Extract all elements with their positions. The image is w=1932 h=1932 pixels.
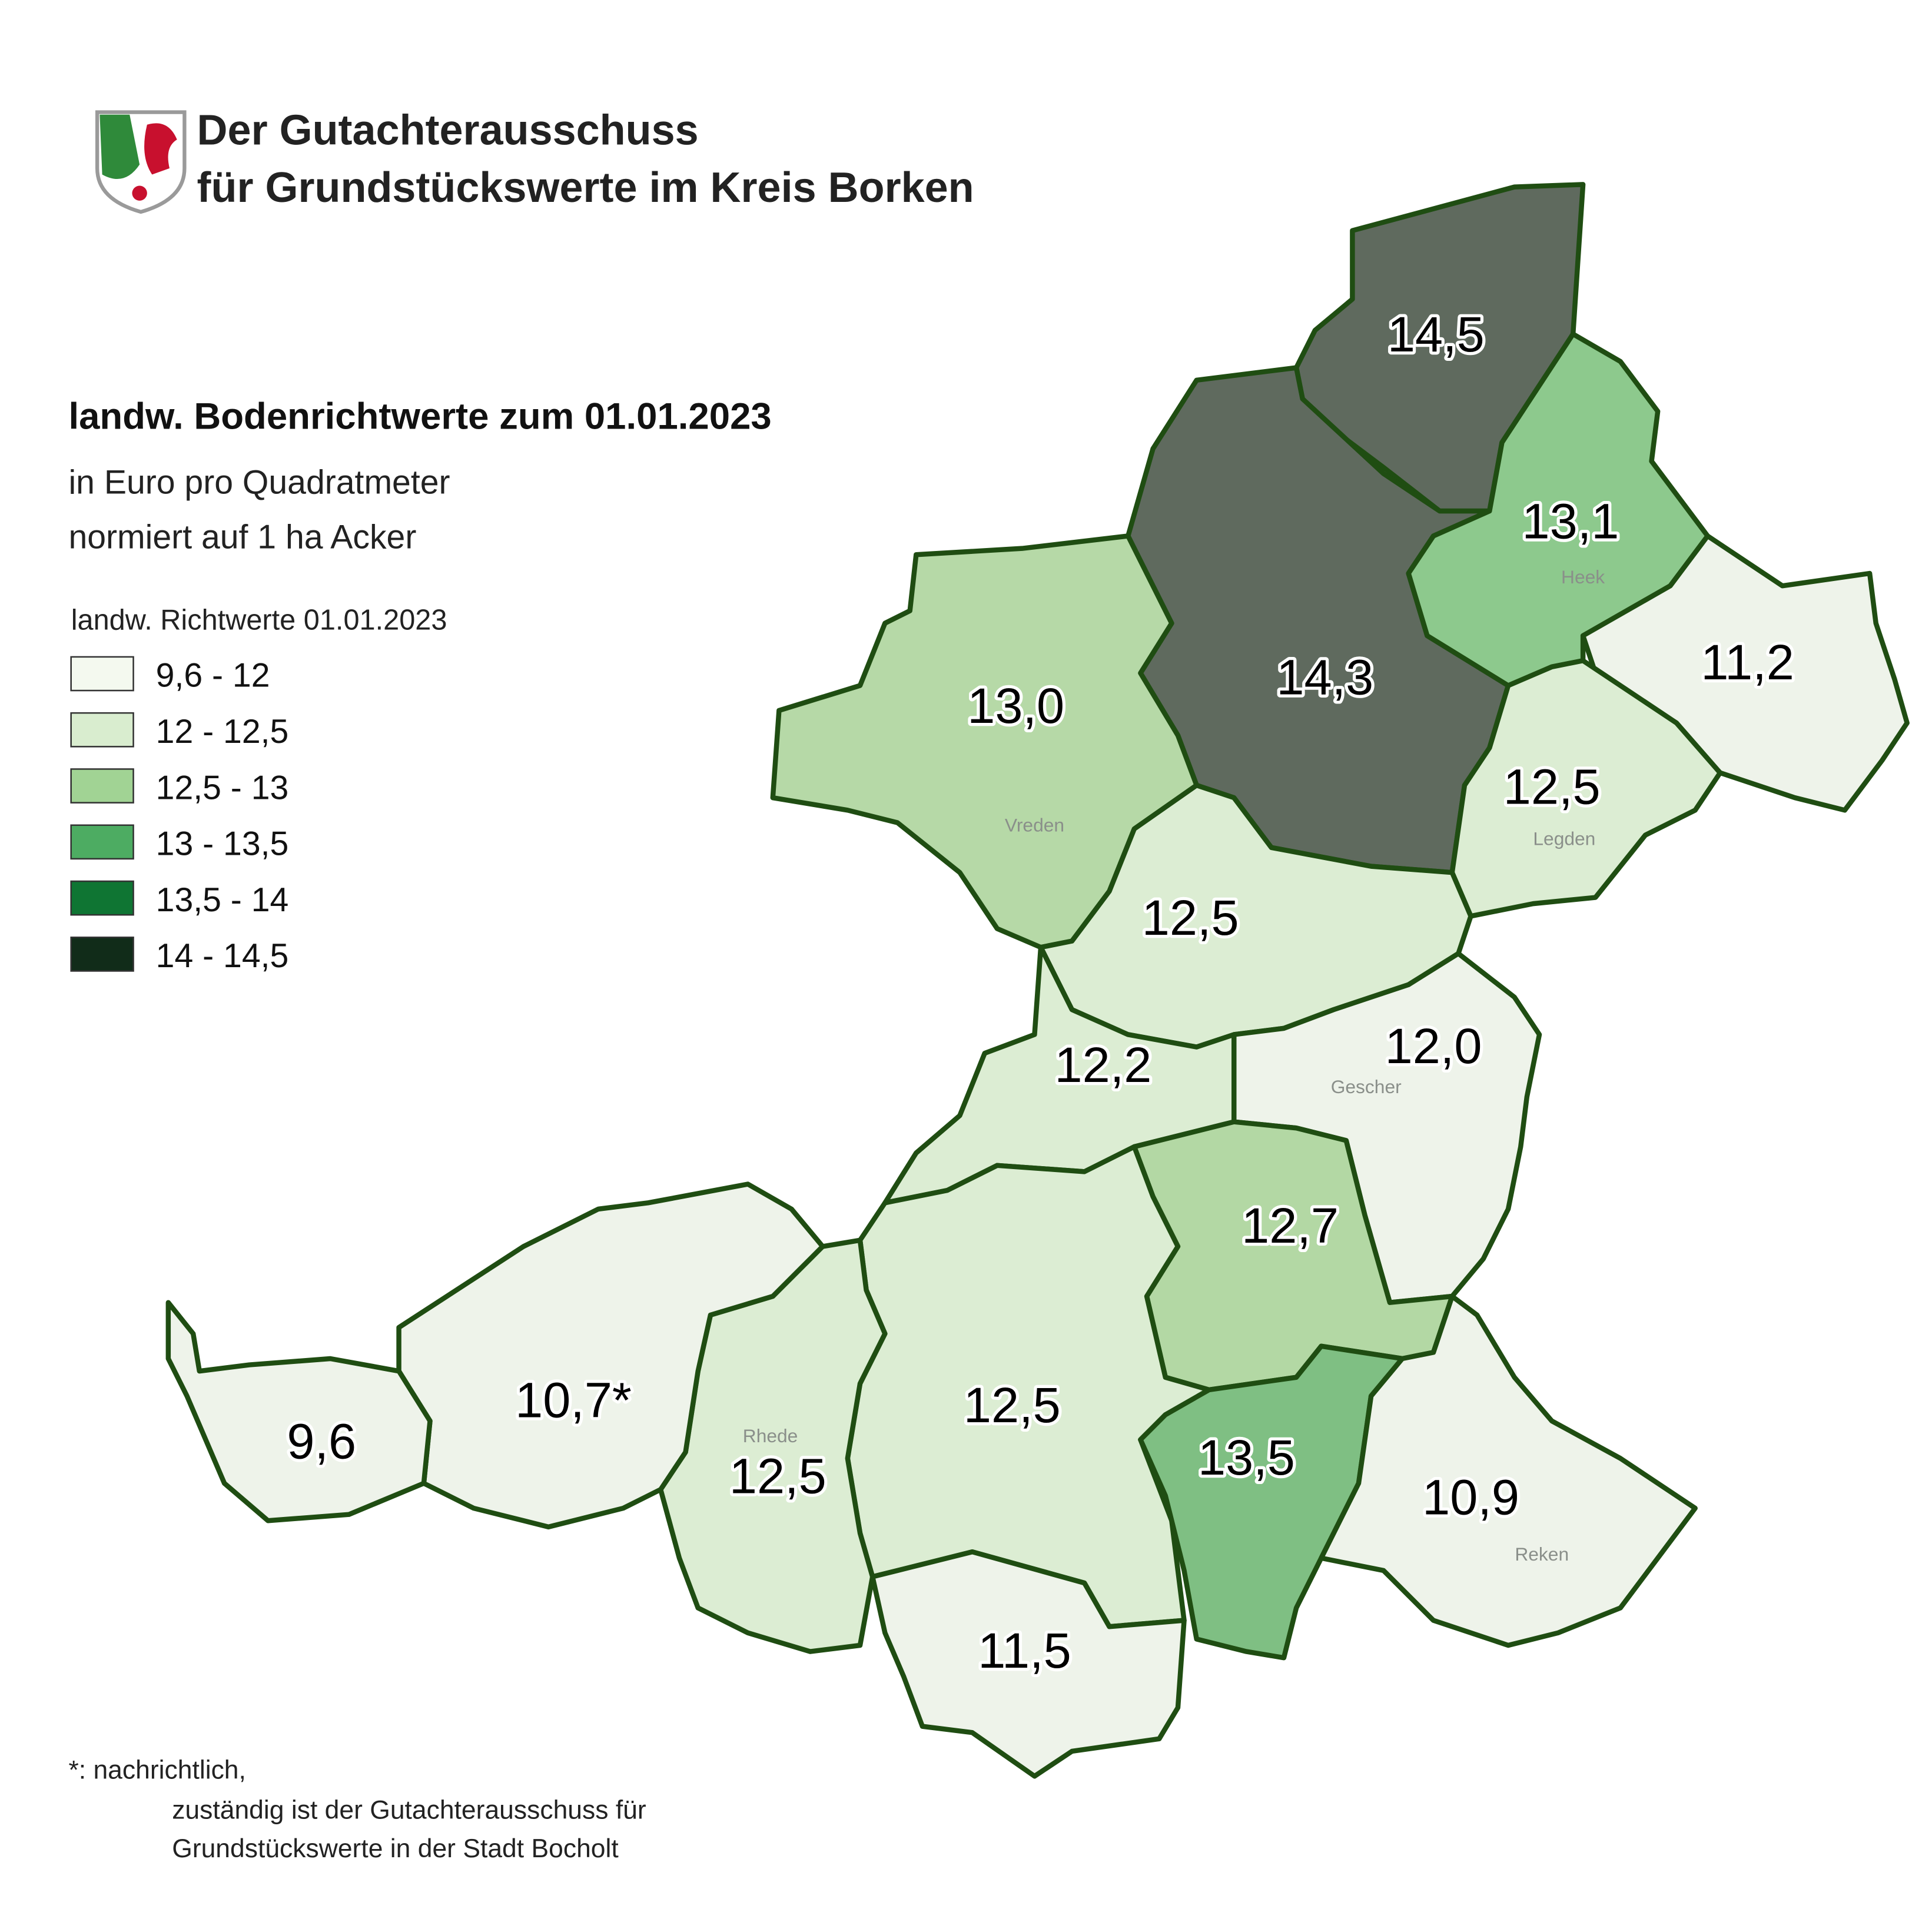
region: [1449, 658, 1723, 919]
legend-label: 12 - 12,5: [156, 713, 289, 751]
logo-green: [99, 114, 140, 180]
region-value: 12,5: [1503, 759, 1601, 815]
footnote: zuständig ist der Gutachterausschuss für: [172, 1795, 646, 1824]
legend-label: 13 - 13,5: [156, 825, 289, 863]
place-name: Gescher: [1331, 1076, 1402, 1097]
legend-title: landw. Richtwerte 01.01.2023: [71, 604, 447, 636]
regions: [165, 182, 1910, 1779]
region-value: 12,5: [1142, 889, 1239, 945]
region-value: 14,3: [1276, 649, 1373, 705]
legend-label: 12,5 - 13: [156, 769, 289, 806]
region: [1580, 533, 1910, 813]
logo: [95, 110, 187, 214]
legend-label: 13,5 - 14: [156, 881, 289, 919]
region-value: 10,7*: [515, 1372, 632, 1428]
region-value: 13,5: [1198, 1429, 1295, 1485]
legend-swatch: [70, 880, 134, 916]
region-value: 11,5: [978, 1622, 1071, 1678]
header-line: Der Gutachterausschuss: [197, 107, 699, 154]
logo-rose: [132, 185, 147, 201]
legend-swatch: [70, 937, 134, 972]
legend-label: 14 - 14,5: [156, 937, 289, 975]
region-value: 12,2: [1055, 1037, 1152, 1093]
legend: 9,6 - 12 12 - 12,5 12,5 - 13 13 - 13,5 13,5 …: [70, 656, 289, 975]
region: [1319, 1293, 1698, 1648]
legend-swatch: [70, 712, 134, 748]
region-value: 12,5: [729, 1448, 826, 1504]
legend-swatch: [70, 768, 134, 804]
footnote: Grundstückswerte in der Stadt Bocholt: [172, 1834, 619, 1863]
region-value: 12,5: [964, 1377, 1061, 1433]
region-labels: 14,5 14,3 13,1 11,2 12,5 13,0 12,5 12,0 12,2 12,7…: [284, 303, 1797, 1682]
region-value: 14,5: [1387, 306, 1485, 362]
region: [165, 1300, 433, 1523]
place-name: Rhede: [743, 1425, 798, 1446]
region-value: 11,2: [1701, 634, 1794, 690]
region: [396, 1181, 825, 1530]
title: landw. Bodenrichtwerte zum 01.01.2023: [68, 395, 771, 437]
subtitle: normiert auf 1 ha Acker: [68, 519, 416, 556]
legend-swatch: [70, 824, 134, 860]
region: [1293, 182, 1586, 514]
region-value: 12,7: [1241, 1197, 1339, 1253]
logo-horse: [144, 123, 177, 175]
region: [1138, 1343, 1405, 1661]
footnote: *: nachrichtlich,: [68, 1756, 245, 1785]
place-name: Legden: [1533, 828, 1595, 849]
place-name: Heek: [1561, 566, 1605, 587]
region-value: 10,9: [1422, 1469, 1519, 1525]
region-value: 9,6: [287, 1413, 356, 1469]
subtitle: in Euro pro Quadratmeter: [68, 463, 450, 501]
place-name: Reken: [1515, 1543, 1569, 1565]
legend-label: 9,6 - 12: [156, 657, 270, 695]
place-name: Vreden: [1005, 814, 1064, 835]
places: Heek Vreden Legden Gescher Rhede Reken: [743, 566, 1605, 1565]
region-value: 13,0: [967, 678, 1064, 733]
legend-swatch: [70, 656, 134, 692]
region-value: 13,1: [1522, 493, 1619, 549]
region-value: 12,0: [1385, 1018, 1482, 1074]
header-line: für Grundstückswerte im Kreis Borken: [197, 164, 974, 211]
region: [869, 1549, 1187, 1779]
